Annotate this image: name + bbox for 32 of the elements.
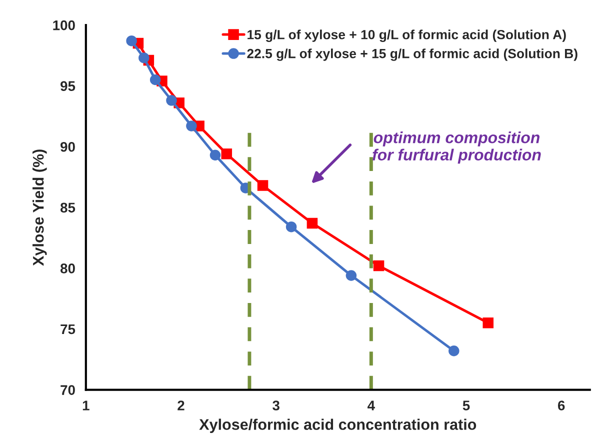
x-tick-label: 6 <box>558 400 565 410</box>
point <box>448 345 460 356</box>
annotation: optimum composition for furfural production <box>372 132 541 164</box>
y-tick-label: 100 <box>53 20 75 30</box>
y-tick-label: 95 <box>60 81 76 91</box>
point <box>186 120 197 132</box>
point <box>286 221 297 232</box>
point <box>482 318 494 328</box>
x-tick-label: 3 <box>272 400 280 410</box>
point <box>166 95 177 106</box>
legend-label: 22.5 g/L of xylose + 15 g/L of formic acid (Solution B) <box>247 48 578 61</box>
x-tick-label: 2 <box>178 400 184 410</box>
y-tick-label: 80 <box>60 264 75 274</box>
point <box>373 260 384 272</box>
x-tick-label: 4 <box>368 400 375 410</box>
y-tick-label: 70 <box>60 385 75 395</box>
point <box>138 52 150 64</box>
x-tick-label: 5 <box>462 400 470 410</box>
point <box>126 35 137 46</box>
y-tick-label: 90 <box>60 142 75 152</box>
x-axis-title: Xylose/formic acid concentration ratio <box>199 418 476 433</box>
x-tick-label: 1 <box>82 400 90 410</box>
point <box>150 74 161 86</box>
point <box>210 150 221 161</box>
point <box>221 148 232 160</box>
y-tick-label: 75 <box>60 324 76 334</box>
point <box>306 218 318 229</box>
legend-label: 15 g/L of xylose + 10 g/L of formic acid (Solution A) <box>248 30 566 42</box>
y-tick-label: 85 <box>60 202 76 213</box>
y-axis-title: Xylose Yield (%) <box>32 150 47 266</box>
point <box>257 180 268 191</box>
point <box>346 270 357 281</box>
